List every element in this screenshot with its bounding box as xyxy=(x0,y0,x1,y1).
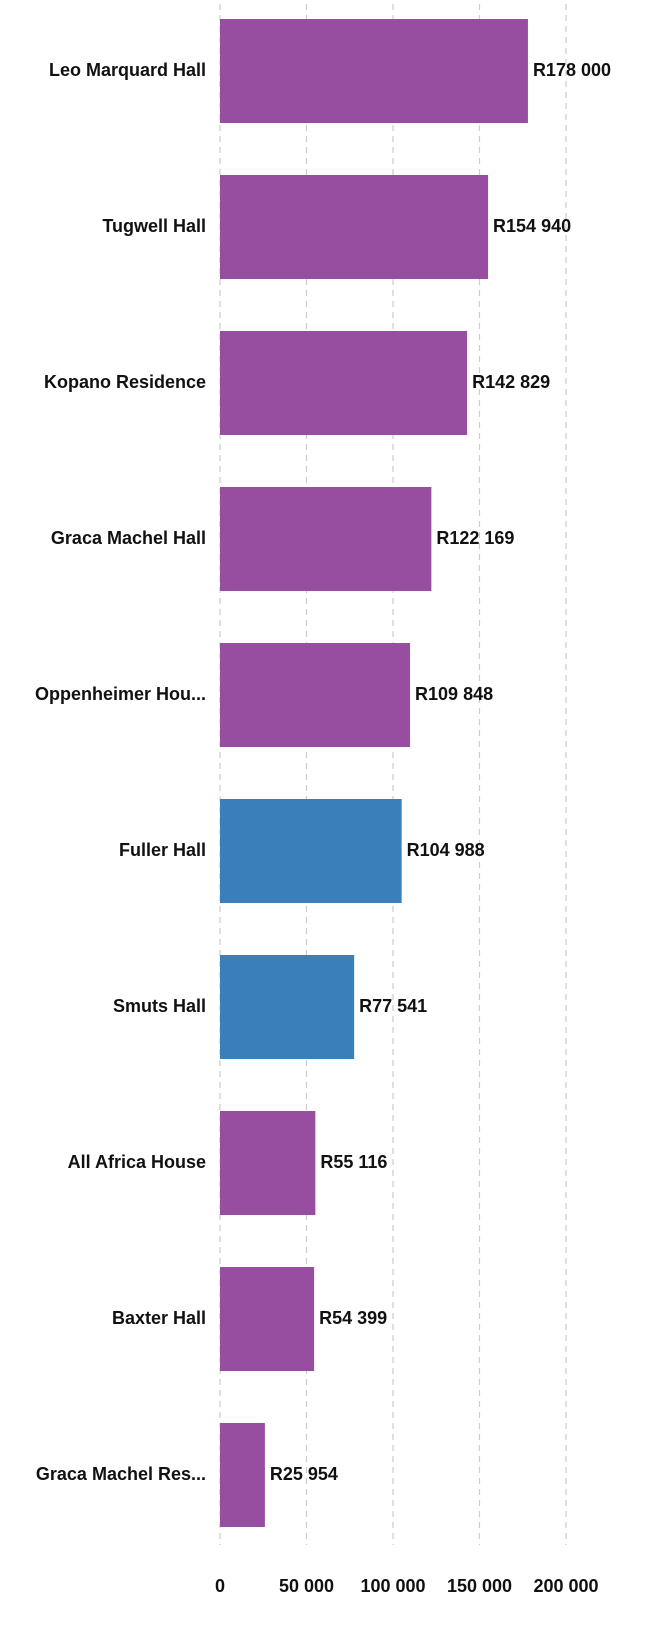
y-tick-label: Leo Marquard Hall xyxy=(49,60,206,80)
value-label: R178 000 xyxy=(533,60,611,80)
y-tick-label: Smuts Hall xyxy=(113,996,206,1016)
value-label: R77 541 xyxy=(359,996,427,1016)
value-label: R54 399 xyxy=(319,1308,387,1328)
x-tick-label: 0 xyxy=(215,1576,225,1596)
bar xyxy=(220,175,489,279)
x-tick-label: 50 000 xyxy=(279,1576,334,1596)
value-label: R109 848 xyxy=(415,684,493,704)
y-tick-label: Graca Machel Hall xyxy=(51,528,206,548)
value-label: R104 988 xyxy=(407,840,485,860)
bar xyxy=(220,487,432,591)
bar xyxy=(220,1111,316,1215)
y-tick-label: Oppenheimer Hou... xyxy=(35,684,206,704)
y-tick-label: Kopano Residence xyxy=(44,372,206,392)
y-tick-label: All Africa House xyxy=(68,1152,206,1172)
bar xyxy=(220,955,355,1059)
bar xyxy=(220,643,411,747)
y-tick-label: Graca Machel Res... xyxy=(36,1464,206,1484)
value-label: R142 829 xyxy=(472,372,550,392)
bar xyxy=(220,19,528,123)
y-tick-label: Tugwell Hall xyxy=(102,216,206,236)
value-label: R154 940 xyxy=(493,216,571,236)
bar xyxy=(220,1267,315,1371)
x-tick-label: 100 000 xyxy=(360,1576,425,1596)
value-label: R25 954 xyxy=(270,1464,338,1484)
x-tick-label: 200 000 xyxy=(533,1576,598,1596)
x-tick-label: 150 000 xyxy=(447,1576,512,1596)
y-tick-label: Baxter Hall xyxy=(112,1308,206,1328)
value-label: R55 116 xyxy=(320,1152,387,1172)
value-label: R122 169 xyxy=(436,528,514,548)
y-tick-label: Fuller Hall xyxy=(119,840,206,860)
bar xyxy=(220,331,468,435)
bar xyxy=(220,1423,265,1527)
bar xyxy=(220,799,402,903)
